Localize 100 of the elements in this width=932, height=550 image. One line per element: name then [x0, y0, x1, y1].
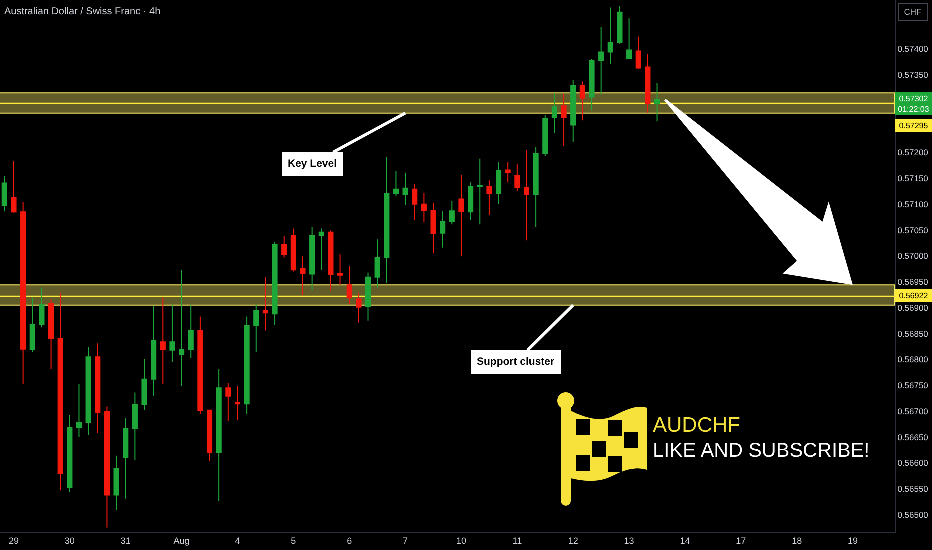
candlestick: [310, 226, 316, 291]
candlestick: [374, 239, 380, 288]
candlestick: [20, 202, 26, 384]
y-tick-label: 0.57200: [898, 148, 929, 158]
y-tick-label: 0.56850: [898, 328, 929, 339]
x-tick-label: 12: [568, 536, 578, 546]
y-tick-label: 0.56500: [898, 510, 929, 520]
candlestick: [206, 409, 213, 462]
candlestick: [2, 175, 8, 212]
x-tick-label: 10: [456, 536, 466, 546]
x-tick-label: 18: [792, 536, 802, 546]
candlestick: [58, 292, 64, 492]
candlestick: [244, 316, 250, 415]
candlestick: [11, 160, 17, 214]
candlestick: [170, 304, 176, 363]
candlestick: [477, 158, 483, 226]
candlestick: [95, 343, 101, 434]
x-tick-label: 29: [8, 536, 19, 546]
candlestick: [290, 228, 296, 272]
x-tick-label: 30: [64, 536, 75, 546]
y-tick-label: 0.57150: [898, 174, 929, 184]
ref-line-label: 0.57295: [899, 122, 929, 130]
candlestick: [533, 146, 539, 228]
y-tick-label: 0.56550: [898, 484, 929, 494]
candlestick: [636, 36, 642, 70]
y-tick-label: 0.57050: [898, 225, 929, 236]
candlestick: [412, 184, 418, 220]
candlestick: [561, 94, 567, 146]
x-tick-label: Aug: [174, 536, 190, 546]
candlestick: [318, 228, 324, 271]
candlestick: [234, 386, 241, 421]
candlestick: [188, 304, 194, 359]
y-tick-label: 0.57400: [898, 44, 929, 54]
candlestick: [132, 392, 138, 461]
candlestick: [76, 383, 82, 438]
candlestick: [421, 193, 427, 223]
candlestick: [30, 297, 36, 353]
y-tick-label: 0.56600: [898, 458, 929, 468]
y-tick-label: 0.56950: [898, 277, 929, 288]
y-tick-label: 0.57350: [898, 70, 929, 80]
candlestick: [486, 180, 492, 216]
candlestick: [114, 455, 120, 511]
candlestick: [123, 418, 129, 500]
y-tick-label: 0.57000: [898, 251, 929, 262]
candlestick: [598, 26, 604, 96]
y-tick-label: 0.56800: [898, 354, 929, 365]
candlestick: [496, 161, 502, 205]
candlestick: [645, 54, 651, 114]
candlestick: [524, 150, 530, 242]
candlestick: [356, 292, 362, 324]
candlestick: [365, 272, 372, 322]
text: Australian Dollar / Swiss Franc · 4h: [4, 6, 161, 18]
y-tick-label: 0.56900: [898, 302, 929, 313]
x-tick-label: 6: [347, 536, 352, 546]
candlestick: [338, 254, 344, 286]
candlestick: [198, 316, 204, 416]
candlestick: [617, 6, 623, 44]
annotation: Key Level: [288, 158, 338, 170]
candlestick: [570, 80, 576, 143]
candlestick: [346, 266, 352, 305]
candlestick: [254, 304, 260, 353]
candlestick: [626, 18, 632, 60]
candlestick: [48, 299, 54, 370]
candlestick: [402, 172, 408, 206]
candlestick: [458, 174, 464, 258]
candlestick: [39, 287, 45, 328]
candlestick: [440, 211, 446, 248]
candlestick: [430, 202, 436, 254]
candlestick: [216, 368, 222, 502]
y-tick-label: 0.56650: [898, 432, 929, 442]
annotation: Support cluster: [477, 356, 555, 368]
candlestick: [86, 346, 92, 436]
candlestick: [160, 297, 166, 384]
candlestick: [151, 306, 157, 396]
candlestick: [104, 406, 110, 528]
annotation: AUDCHF: [653, 414, 740, 437]
candlestick: [449, 200, 455, 226]
text: 0.57302: [899, 94, 929, 104]
annotation: LIKE AND SUBSCRIBE!: [653, 440, 870, 462]
candlestick: [514, 164, 520, 192]
x-tick-label: 13: [624, 536, 634, 546]
x-tick-label: 5: [291, 536, 296, 546]
candlestick: [179, 270, 185, 387]
x-tick-label: 11: [512, 536, 522, 546]
candlestick: [142, 358, 148, 411]
y-tick-label: 0.56700: [898, 406, 929, 416]
candlestick: [468, 182, 474, 221]
text: 01:22:03: [898, 104, 930, 114]
candlestick: [67, 414, 73, 493]
candlestick: [262, 276, 268, 332]
x-tick-label: 4: [235, 536, 240, 546]
candlestick: [282, 235, 288, 258]
x-tick-label: 14: [680, 536, 690, 546]
candlestick: [580, 81, 586, 122]
candlestick: [654, 82, 660, 122]
candlestick: [608, 7, 614, 65]
candlestick: [328, 230, 334, 292]
candlestick: [300, 256, 306, 296]
candlestick: [272, 242, 278, 326]
x-tick-label: 31: [120, 536, 131, 546]
